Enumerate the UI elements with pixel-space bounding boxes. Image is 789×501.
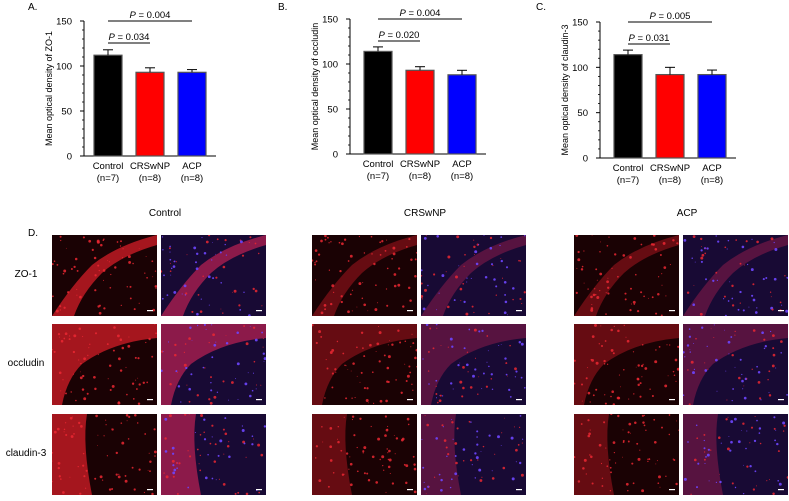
y-tick-label: 100 xyxy=(56,62,72,73)
fluorescence-image-zo-1-acp-merged xyxy=(683,235,788,316)
x-tick-label-n: (n=8) xyxy=(409,171,431,182)
x-tick-label: Control xyxy=(93,161,124,172)
fluorescence-image-zo-1-crswnp-merged xyxy=(421,235,526,316)
fluorescence-image-occludin-control-red xyxy=(52,324,157,405)
bar-control xyxy=(363,50,393,155)
row-label-zo1: ZO-1 xyxy=(14,269,38,280)
y-tick-label: 50 xyxy=(61,107,72,118)
panel-label-a: A. xyxy=(28,2,38,13)
x-tick-label: ACP xyxy=(182,161,202,172)
panel-label-c: C. xyxy=(536,2,546,13)
column-label-acp: ACP xyxy=(676,208,698,219)
y-axis-label: Mean optical density of ZO-1 xyxy=(44,31,54,146)
bar-crswnp xyxy=(405,69,435,155)
fluorescence-image-claudin-3-acp-red xyxy=(574,414,679,495)
x-tick-label: CRSwNP xyxy=(400,159,440,170)
y-tick-label: 150 xyxy=(572,18,588,29)
fluorescence-image-claudin-3-crswnp-merged xyxy=(421,414,526,495)
fluorescence-image-occludin-control-merged xyxy=(161,324,266,405)
x-tick-label-n: (n=8) xyxy=(139,173,161,184)
bar-acp xyxy=(447,74,477,155)
column-label-control: Control xyxy=(148,208,182,219)
y-tick-label: 0 xyxy=(333,150,338,161)
y-tick-label: 100 xyxy=(572,63,588,74)
p-value-label: P = 0.034 xyxy=(109,32,150,43)
column-label-crswnp: CRSwNP xyxy=(403,208,447,219)
p-value-label: P = 0.004 xyxy=(130,10,171,21)
panel-label-b: B. xyxy=(278,2,288,13)
y-tick-label: 150 xyxy=(322,15,338,26)
chart-zo1: A. 0 50 100 150 Mean optical density of ZO-1… xyxy=(0,0,260,200)
x-tick-label-n: (n=7) xyxy=(97,173,119,184)
p-value-label: P = 0.005 xyxy=(650,11,691,22)
bar-control xyxy=(93,54,123,157)
fluorescence-image-occludin-acp-red xyxy=(574,324,679,405)
x-tick-label-n: (n=8) xyxy=(181,173,203,184)
p-value-label: P = 0.020 xyxy=(379,30,420,41)
fluorescence-image-zo-1-acp-red xyxy=(574,235,679,316)
fluorescence-image-claudin-3-control-red xyxy=(52,414,157,495)
y-tick-label: 150 xyxy=(56,17,72,28)
p-value-label: P = 0.031 xyxy=(629,33,670,44)
x-tick-label: Control xyxy=(613,163,644,174)
fluorescence-image-zo-1-crswnp-red xyxy=(312,235,417,316)
x-tick-label-n: (n=8) xyxy=(451,171,473,182)
x-tick-label: CRSwNP xyxy=(650,163,690,174)
y-axis-label: Mean optical density of occludin xyxy=(310,23,320,151)
bar-acp xyxy=(177,71,207,157)
bar-acp xyxy=(697,73,727,159)
fluorescence-image-claudin-3-acp-merged xyxy=(683,414,788,495)
fluorescence-image-zo-1-control-red xyxy=(52,235,157,316)
panel-label-d: D. xyxy=(28,228,38,239)
x-tick-label-n: (n=8) xyxy=(659,175,681,186)
y-tick-label: 100 xyxy=(322,60,338,71)
x-tick-label-n: (n=7) xyxy=(367,171,389,182)
y-tick-label: 0 xyxy=(67,152,72,163)
bar-crswnp xyxy=(655,73,685,159)
y-tick-label: 0 xyxy=(583,154,588,165)
x-tick-label-n: (n=7) xyxy=(617,175,639,186)
p-value-label: P = 0.004 xyxy=(400,8,441,19)
fluorescence-image-occludin-crswnp-red xyxy=(312,324,417,405)
y-axis-label: Mean optical density of claudin-3 xyxy=(560,24,570,155)
fluorescence-image-claudin-3-control-merged xyxy=(161,414,266,495)
y-tick-label: 50 xyxy=(327,105,338,116)
chart-claudin3: C. 0 50 100 150 Mean optical density of clau… xyxy=(528,0,788,200)
fluorescence-image-occludin-crswnp-merged xyxy=(421,324,526,405)
bar-control xyxy=(613,54,643,159)
fluorescence-image-claudin-3-crswnp-red xyxy=(312,414,417,495)
x-tick-label: ACP xyxy=(452,159,472,170)
fluorescence-image-occludin-acp-merged xyxy=(683,324,788,405)
row-label-claudin3: claudin-3 xyxy=(5,448,47,459)
x-tick-label: Control xyxy=(363,159,394,170)
bar-crswnp xyxy=(135,71,165,157)
chart-occludin: B. 0 50 100 150 Mean optical density of occl… xyxy=(268,0,528,200)
fluorescence-image-zo-1-control-merged xyxy=(161,235,266,316)
row-label-occludin: occludin xyxy=(7,358,45,369)
x-tick-label: ACP xyxy=(702,163,722,174)
y-tick-label: 50 xyxy=(577,108,588,119)
x-tick-label-n: (n=8) xyxy=(701,175,723,186)
x-tick-label: CRSwNP xyxy=(130,161,170,172)
